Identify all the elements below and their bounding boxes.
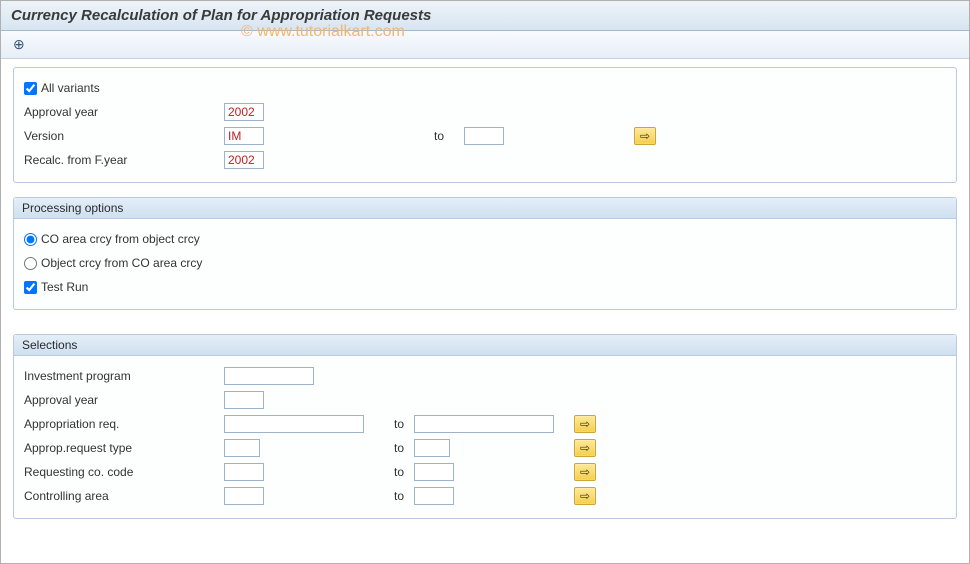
page-title: Currency Recalculation of Plan for Appro… <box>11 7 431 24</box>
controlling-area-to-label: to <box>364 489 414 503</box>
sel-approval-year-input[interactable] <box>224 391 264 409</box>
selections-title: Selections <box>14 335 956 356</box>
processing-options-group: Processing options CO area crcy from obj… <box>13 197 957 310</box>
approp-req-label: Appropriation req. <box>24 417 224 431</box>
req-co-code-to-input[interactable] <box>414 463 454 481</box>
recalc-label: Recalc. from F.year <box>24 153 224 167</box>
approp-req-type-multi-button[interactable]: ⇨ <box>574 439 596 457</box>
approval-year-label: Approval year <box>24 105 224 119</box>
processing-options-title: Processing options <box>14 198 956 219</box>
co-area-from-object-label: CO area crcy from object crcy <box>41 232 200 246</box>
approp-req-from-input[interactable] <box>224 415 364 433</box>
selections-group: Selections Investment program Approval y… <box>13 334 957 519</box>
controlling-area-from-input[interactable] <box>224 487 264 505</box>
investment-program-label: Investment program <box>24 369 224 383</box>
top-parameters-group: All variants Approval year Version to ⇨ … <box>13 67 957 183</box>
sel-approval-year-label: Approval year <box>24 393 224 407</box>
controlling-area-to-input[interactable] <box>414 487 454 505</box>
content-area: All variants Approval year Version to ⇨ … <box>1 59 969 541</box>
approval-year-input[interactable] <box>224 103 264 121</box>
version-multi-select-button[interactable]: ⇨ <box>634 127 656 145</box>
object-from-co-area-radio[interactable] <box>24 257 37 270</box>
req-co-code-from-input[interactable] <box>224 463 264 481</box>
controlling-area-label: Controlling area <box>24 489 224 503</box>
execute-icon[interactable]: ⊕ <box>9 34 29 55</box>
test-run-label: Test Run <box>41 280 88 294</box>
object-from-co-area-label: Object crcy from CO area crcy <box>41 256 202 270</box>
approp-req-type-label: Approp.request type <box>24 441 224 455</box>
req-co-code-multi-button[interactable]: ⇨ <box>574 463 596 481</box>
approp-req-type-to-label: to <box>364 441 414 455</box>
approp-req-type-to-input[interactable] <box>414 439 450 457</box>
version-label: Version <box>24 129 224 143</box>
req-co-code-label: Requesting co. code <box>24 465 224 479</box>
req-co-code-to-label: to <box>364 465 414 479</box>
version-from-input[interactable] <box>224 127 264 145</box>
approp-req-multi-button[interactable]: ⇨ <box>574 415 596 433</box>
approp-req-type-from-input[interactable] <box>224 439 260 457</box>
approp-req-to-label: to <box>364 417 414 431</box>
approp-req-to-input[interactable] <box>414 415 554 433</box>
title-bar: Currency Recalculation of Plan for Appro… <box>1 1 969 31</box>
recalc-year-input[interactable] <box>224 151 264 169</box>
version-to-input[interactable] <box>464 127 504 145</box>
test-run-checkbox[interactable] <box>24 281 37 294</box>
all-variants-label: All variants <box>41 81 100 95</box>
app-window: Currency Recalculation of Plan for Appro… <box>0 0 970 564</box>
co-area-from-object-radio[interactable] <box>24 233 37 246</box>
all-variants-checkbox[interactable] <box>24 82 37 95</box>
controlling-area-multi-button[interactable]: ⇨ <box>574 487 596 505</box>
version-to-label: to <box>404 129 464 143</box>
toolbar: ⊕ <box>1 31 969 59</box>
investment-program-input[interactable] <box>224 367 314 385</box>
